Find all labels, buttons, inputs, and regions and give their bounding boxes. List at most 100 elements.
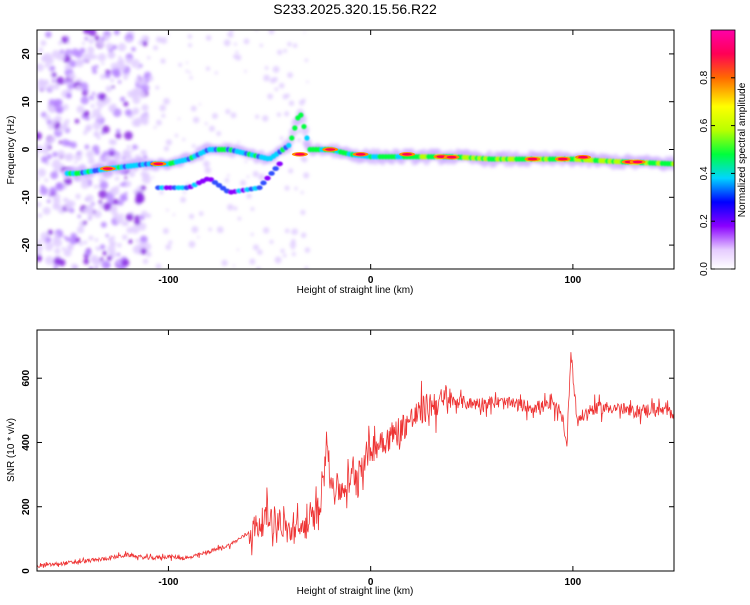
noise-blob bbox=[141, 104, 149, 112]
noise-blob bbox=[168, 240, 173, 245]
noise-blob bbox=[94, 64, 99, 69]
noise-blob bbox=[75, 193, 81, 200]
noise-blob bbox=[133, 190, 137, 194]
snr-panel: -100 0 100 0 200 400 600 Height of straight li… bbox=[6, 329, 675, 597]
ridge-cell bbox=[286, 142, 292, 149]
noise-blob bbox=[269, 239, 274, 244]
noise-blob bbox=[117, 242, 122, 248]
noise-blob bbox=[90, 103, 95, 108]
noise-blob bbox=[272, 66, 280, 73]
colorbar-gradient bbox=[711, 30, 735, 269]
noise-blob bbox=[163, 97, 170, 105]
noise-blob bbox=[226, 174, 230, 177]
noise-blob bbox=[106, 255, 113, 261]
noise-blob bbox=[225, 108, 231, 115]
noise-blob bbox=[292, 43, 298, 48]
noise-blob bbox=[116, 252, 121, 257]
noise-blob bbox=[105, 85, 112, 93]
noise-blob bbox=[116, 185, 120, 189]
noise-blob bbox=[115, 60, 125, 70]
noise-blob bbox=[125, 57, 133, 65]
ridge-cell bbox=[298, 112, 304, 118]
noise-blob bbox=[37, 131, 42, 141]
noise-blob bbox=[117, 80, 122, 84]
noise-blob bbox=[155, 85, 160, 90]
noise-blob bbox=[223, 39, 231, 47]
noise-blob bbox=[232, 264, 236, 267]
noise-blob bbox=[250, 232, 254, 236]
noise-blob bbox=[52, 151, 58, 158]
noise-blob bbox=[224, 178, 230, 183]
noise-blob bbox=[52, 202, 60, 210]
noise-blob bbox=[237, 140, 240, 144]
noise-blob bbox=[160, 58, 166, 64]
noise-blob bbox=[138, 90, 146, 99]
noise-blob bbox=[104, 96, 111, 104]
noise-blob bbox=[69, 153, 73, 157]
secondary-ridge-cell bbox=[268, 171, 275, 176]
noise-blob bbox=[214, 71, 218, 75]
colorbar-tick-label: 0.4 bbox=[699, 166, 710, 180]
noise-blob bbox=[257, 249, 263, 255]
noise-blob bbox=[296, 138, 302, 143]
noise-blob bbox=[160, 37, 168, 44]
noise-blob bbox=[252, 171, 259, 177]
noise-blob bbox=[53, 165, 61, 173]
noise-blob bbox=[146, 213, 152, 219]
noise-blob bbox=[94, 149, 100, 155]
noise-blob bbox=[43, 143, 49, 149]
noise-blob bbox=[250, 207, 255, 211]
noise-blob bbox=[56, 76, 65, 85]
noise-blob bbox=[41, 155, 49, 164]
noise-blob bbox=[83, 110, 90, 117]
noise-blob bbox=[136, 194, 145, 203]
noise-blob bbox=[96, 99, 105, 108]
y-tick-label: 200 bbox=[21, 498, 32, 515]
noise-blob bbox=[205, 66, 211, 71]
noise-blob bbox=[88, 266, 94, 269]
noise-blob bbox=[83, 240, 88, 245]
noise-blob bbox=[125, 213, 134, 222]
noise-blob bbox=[75, 237, 81, 243]
noise-blob bbox=[51, 72, 57, 78]
ridge-cell bbox=[289, 135, 295, 141]
noise-blob bbox=[303, 172, 310, 179]
noise-blob bbox=[53, 238, 63, 248]
noise-blob bbox=[110, 78, 115, 83]
noise-blob bbox=[282, 93, 289, 100]
noise-blob bbox=[205, 35, 212, 41]
noise-blob bbox=[115, 215, 125, 224]
noise-blob bbox=[267, 93, 273, 100]
noise-blob bbox=[132, 107, 140, 115]
noise-blob bbox=[237, 216, 242, 221]
noise-blob bbox=[244, 160, 248, 163]
hot-spot-core bbox=[446, 155, 457, 159]
noise-blob bbox=[167, 33, 170, 37]
noise-blob bbox=[53, 257, 62, 266]
noise-blob bbox=[236, 248, 240, 251]
noise-blob bbox=[44, 63, 50, 68]
noise-blob bbox=[182, 137, 186, 141]
noise-blob bbox=[272, 76, 278, 82]
noise-blob bbox=[57, 150, 65, 158]
hot-spot-core bbox=[153, 162, 164, 166]
noise-blob bbox=[78, 241, 84, 246]
noise-blob bbox=[283, 49, 288, 53]
noise-blob bbox=[37, 168, 47, 177]
noise-blob bbox=[235, 54, 242, 61]
noise-blob bbox=[128, 170, 136, 178]
hot-spot-core bbox=[632, 160, 643, 164]
noise-blob bbox=[46, 199, 51, 204]
noise-blob bbox=[63, 176, 73, 186]
noise-blob bbox=[89, 215, 93, 219]
snr-ylabel: SNR (10 * v/v) bbox=[6, 418, 17, 482]
noise-blob bbox=[80, 180, 90, 189]
noise-blob bbox=[191, 226, 199, 234]
noise-blob bbox=[57, 52, 66, 61]
noise-blob bbox=[137, 222, 147, 231]
noise-blob bbox=[47, 136, 54, 143]
noise-blob bbox=[102, 250, 107, 256]
noise-blob bbox=[45, 31, 52, 38]
noise-blob bbox=[117, 42, 127, 52]
noise-blob bbox=[75, 84, 82, 91]
